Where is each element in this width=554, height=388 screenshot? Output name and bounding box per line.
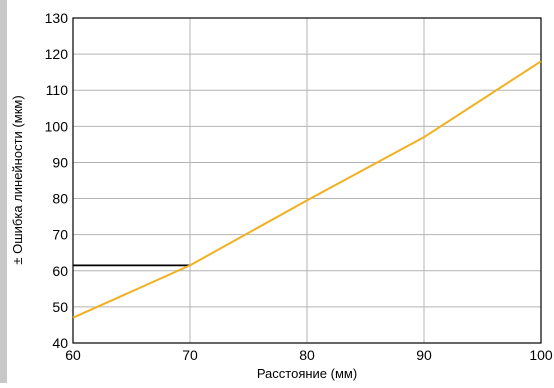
y-tick-labels: 40 50 60 70 80 90 100 110 120 130 — [45, 10, 69, 351]
grid — [73, 18, 541, 343]
y-tick-label: 40 — [52, 335, 68, 351]
y-tick-label: 130 — [45, 10, 69, 26]
y-tick-label: 110 — [46, 82, 69, 98]
y-tick-label: 80 — [52, 191, 68, 207]
left-edge-bar — [0, 0, 7, 383]
y-tick-label: 120 — [45, 46, 69, 62]
x-axis-title: Расстояние (мм) — [257, 366, 357, 381]
y-tick-label: 50 — [52, 299, 68, 315]
y-tick-label: 60 — [52, 263, 68, 279]
y-axis-title: ± Ошибка линейности (мкм) — [10, 95, 25, 264]
x-tick-label: 70 — [182, 347, 198, 363]
x-tick-label: 90 — [416, 347, 432, 363]
x-tick-label: 80 — [299, 347, 315, 363]
y-tick-label: 100 — [45, 118, 69, 134]
y-tick-label: 70 — [52, 227, 68, 243]
y-tick-label: 90 — [52, 154, 68, 170]
x-tick-label: 100 — [529, 347, 553, 363]
